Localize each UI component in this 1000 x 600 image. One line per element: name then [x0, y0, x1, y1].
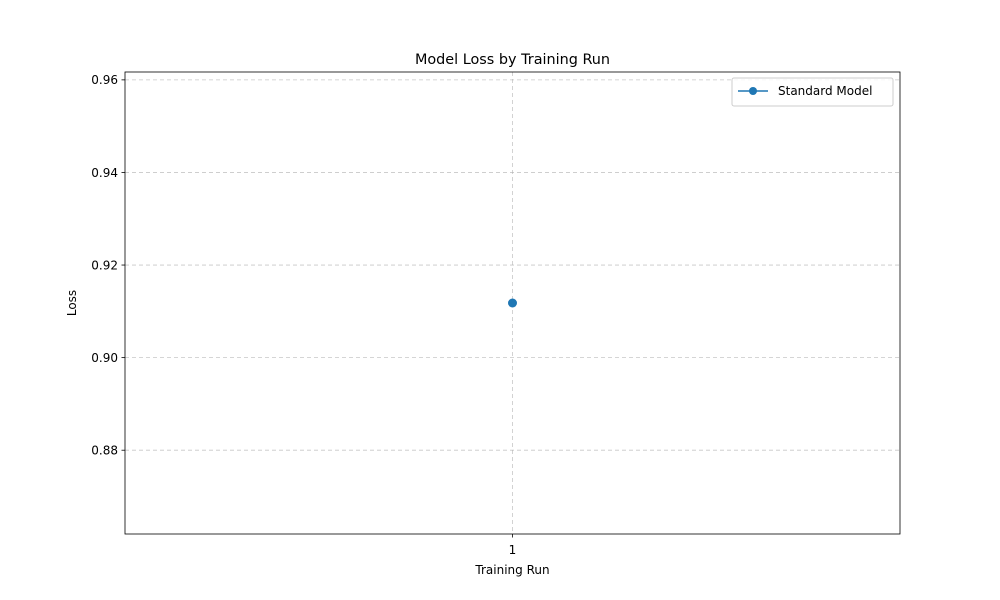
- y-tick-label: 0.92: [91, 258, 118, 272]
- axis-ticks: 0.88 0.90 0.92 0.94 0.96 1: [91, 73, 516, 557]
- series-layer: [508, 298, 517, 308]
- y-tick-label: 0.94: [91, 166, 118, 180]
- chart-title: Model Loss by Training Run: [415, 52, 610, 68]
- data-point: [508, 298, 517, 308]
- x-axis-label: Training Run: [474, 563, 549, 577]
- y-tick-label: 0.96: [91, 73, 118, 87]
- legend: Standard Model: [731, 77, 894, 107]
- y-tick-label: 0.88: [91, 444, 118, 458]
- plot-frame: [124, 71, 901, 535]
- y-tick-label: 0.90: [91, 351, 118, 365]
- y-axis-label: Loss: [65, 290, 79, 316]
- legend-marker-sample: [749, 87, 757, 95]
- x-tick-label: 1: [509, 543, 517, 557]
- legend-label: Standard Model: [778, 84, 872, 98]
- legend-box: [731, 77, 894, 107]
